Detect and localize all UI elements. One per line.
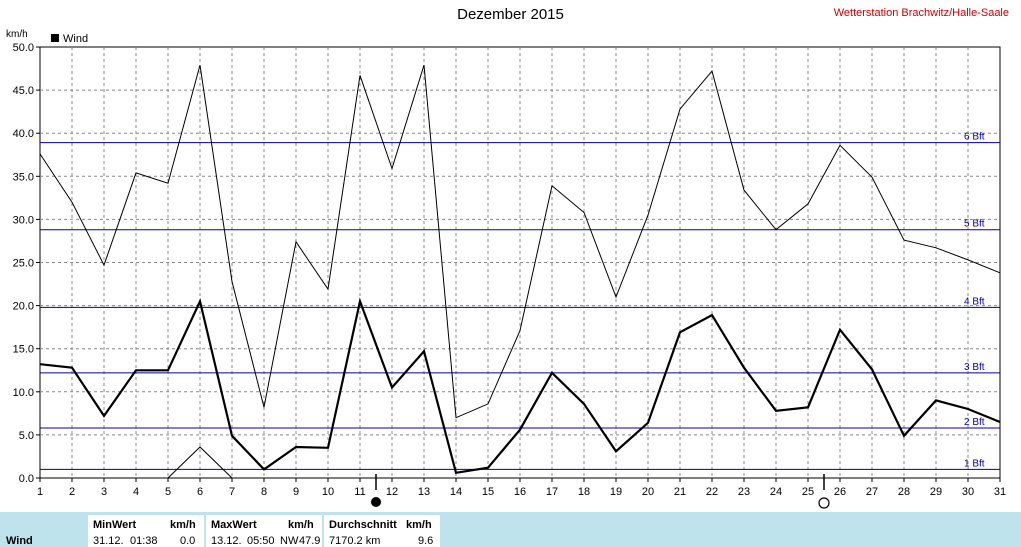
x-tick-label: 22 xyxy=(706,486,718,498)
bft-label: 6 Bft xyxy=(964,132,985,143)
y-tick-label: 45.0 xyxy=(13,85,34,97)
wind-chart: 0.0 5.0 10.0 15.0 20.0 25.0 30.0 35.0 40.0 45.0 50… xyxy=(6,29,1006,509)
max-unit: km/h xyxy=(288,519,314,531)
x-tick-label: 6 xyxy=(197,486,203,498)
x-tick-label: 16 xyxy=(514,486,526,498)
bft-label: 5 Bft xyxy=(964,219,985,230)
chart-title: Dezember 2015 xyxy=(457,6,564,23)
x-tick-label: 19 xyxy=(610,486,622,498)
x-tick-label: 7 xyxy=(229,486,235,498)
x-tick-label: 15 xyxy=(482,486,494,498)
max-direction: NW xyxy=(280,535,299,547)
series-line-minimum xyxy=(167,446,233,479)
avg-unit: km/h xyxy=(406,519,432,531)
x-tick-label: 2 xyxy=(69,486,75,498)
y-tick-label: 50.0 xyxy=(13,42,34,54)
x-tick-label: 9 xyxy=(293,486,299,498)
avg-distance: 7170.2 km xyxy=(329,535,381,547)
x-tick-label: 27 xyxy=(866,486,878,498)
bft-label: 1 Bft xyxy=(964,458,985,469)
x-tick-label: 18 xyxy=(578,486,590,498)
full-moon-icon xyxy=(818,497,830,509)
x-tick-label: 24 xyxy=(770,486,782,498)
x-tick-label: 30 xyxy=(962,486,974,498)
min-header: MinWert xyxy=(93,519,137,531)
x-tick-label: 23 xyxy=(738,486,750,498)
x-tick-label: 5 xyxy=(165,486,171,498)
x-tick-label: 11 xyxy=(354,486,365,498)
series-line-böen xyxy=(39,64,1001,419)
max-value: 47.9 xyxy=(299,535,321,547)
legend-swatch xyxy=(51,34,59,42)
x-tick-label: 10 xyxy=(322,486,334,498)
bft-label: 4 Bft xyxy=(964,296,985,307)
bft-label: 2 Bft xyxy=(964,417,985,428)
new-moon-icon xyxy=(371,497,381,507)
y-tick-label: 10.0 xyxy=(13,387,34,399)
bft-label: 3 Bft xyxy=(964,362,985,373)
y-tick-label: 30.0 xyxy=(13,214,34,226)
x-tick-label: 3 xyxy=(101,486,107,498)
footer-row-label: Wind xyxy=(6,535,33,547)
max-date: 13.12. xyxy=(211,535,242,547)
max-header: MaxWert xyxy=(211,519,257,531)
max-time: 05:50 xyxy=(247,535,275,547)
avg-cell xyxy=(324,515,440,547)
x-tick-label: 29 xyxy=(930,486,942,498)
legend-label: Wind xyxy=(63,33,88,45)
x-tick-label: 12 xyxy=(386,486,398,498)
x-tick-label: 21 xyxy=(674,486,686,498)
y-tick-label: 20.0 xyxy=(13,301,34,313)
max-cell xyxy=(206,515,322,547)
y-tick-label: 0.0 xyxy=(19,473,34,485)
y-tick-label: 15.0 xyxy=(13,344,34,356)
x-tick-label: 14 xyxy=(450,486,462,498)
x-tick-label: 13 xyxy=(418,486,430,498)
x-tick-label: 4 xyxy=(133,486,139,498)
min-date: 31.12. xyxy=(93,535,124,547)
x-tick-label: 1 xyxy=(37,486,43,498)
y-tick-label: 40.0 xyxy=(13,128,34,140)
x-tick-label: 25 xyxy=(802,486,814,498)
x-tick-label: 17 xyxy=(546,486,558,498)
station-name: Wetterstation Brachwitz/Halle-Saale xyxy=(833,7,1009,19)
y-tick-label: 25.0 xyxy=(13,258,34,270)
x-tick-label: 31 xyxy=(994,486,1006,498)
y-tick-label: 5.0 xyxy=(19,430,34,442)
x-tick-label: 8 xyxy=(261,486,267,498)
min-unit: km/h xyxy=(170,519,196,531)
y-axis-unit: km/h xyxy=(6,29,28,40)
min-cell xyxy=(88,515,204,547)
min-time: 01:38 xyxy=(130,535,158,547)
x-tick-label: 26 xyxy=(834,486,846,498)
avg-header: Durchschnitt xyxy=(329,519,397,531)
x-tick-label: 20 xyxy=(642,486,654,498)
series-line-wind xyxy=(39,297,1001,475)
avg-value: 9.6 xyxy=(418,535,434,547)
x-tick-label: 28 xyxy=(898,486,910,498)
y-tick-label: 35.0 xyxy=(13,171,34,183)
min-value: 0.0 xyxy=(180,535,196,547)
